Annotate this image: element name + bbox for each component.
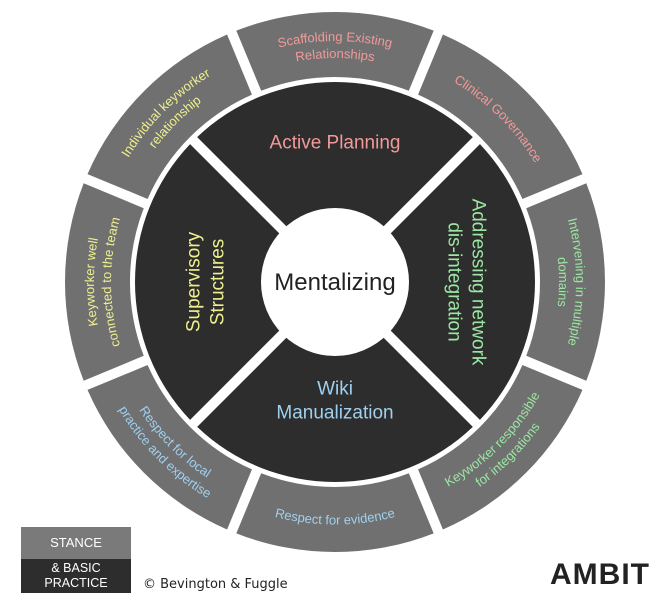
inner-label-line: Wiki: [317, 379, 353, 400]
inner-ring: [135, 82, 535, 482]
outer-label-scaffolding: Scaffolding Existing: [276, 29, 394, 51]
outer-segment-keyworker-integrations: [418, 365, 583, 530]
inner-segment-bottom: [197, 336, 473, 482]
outer-segment-intervening: [526, 183, 605, 381]
center-label: Mentalizing: [274, 269, 395, 296]
inner-label-left: Supervisory Structures: [184, 231, 229, 332]
outer-ring: [65, 12, 605, 552]
outer-segment-individual-keyworker: [87, 34, 252, 199]
outer-segment-scaffolding: [236, 12, 434, 91]
outer-label-evidence: Respect for evidence: [274, 505, 396, 527]
legend-basic-line1: & BASIC: [51, 561, 101, 575]
outer-segment-evidence: [236, 473, 434, 552]
inner-label-line: Structures: [208, 239, 229, 326]
inner-label-line: Active Planning: [270, 133, 401, 154]
outer-segment-clinical-governance: [418, 34, 583, 199]
outer-segment-local-practice: [87, 365, 252, 530]
legend-stance: STANCE: [21, 527, 131, 559]
inner-label-line: Addressing network: [467, 199, 488, 366]
inner-label-bottom: Wiki Manualization: [276, 379, 393, 424]
inner-segment-right: [389, 144, 535, 420]
outer-label-intervening: domains: [555, 256, 571, 308]
center-circle: [261, 208, 409, 356]
inner-label-line: Manualization: [276, 403, 393, 424]
legend-basic-line2: PRACTICE: [44, 576, 108, 590]
inner-labels: Active Planning Addressing networkdis-int…: [184, 133, 489, 424]
outer-segment-keyworker-team: [65, 183, 144, 381]
legend-basic-practice: & BASIC PRACTICE: [21, 559, 131, 593]
inner-label-top: Active Planning: [270, 133, 401, 154]
copyright-credit: © Bevington & Fuggle: [143, 577, 288, 592]
inner-segment-top: [197, 82, 473, 228]
inner-segment-left: [135, 144, 281, 420]
brand-logo: AMBIT: [550, 558, 650, 591]
outer-label-keyworker-team: Keyworker well: [82, 236, 101, 327]
inner-label-line: dis-integration: [443, 222, 464, 341]
inner-label-line: Supervisory: [184, 231, 205, 332]
